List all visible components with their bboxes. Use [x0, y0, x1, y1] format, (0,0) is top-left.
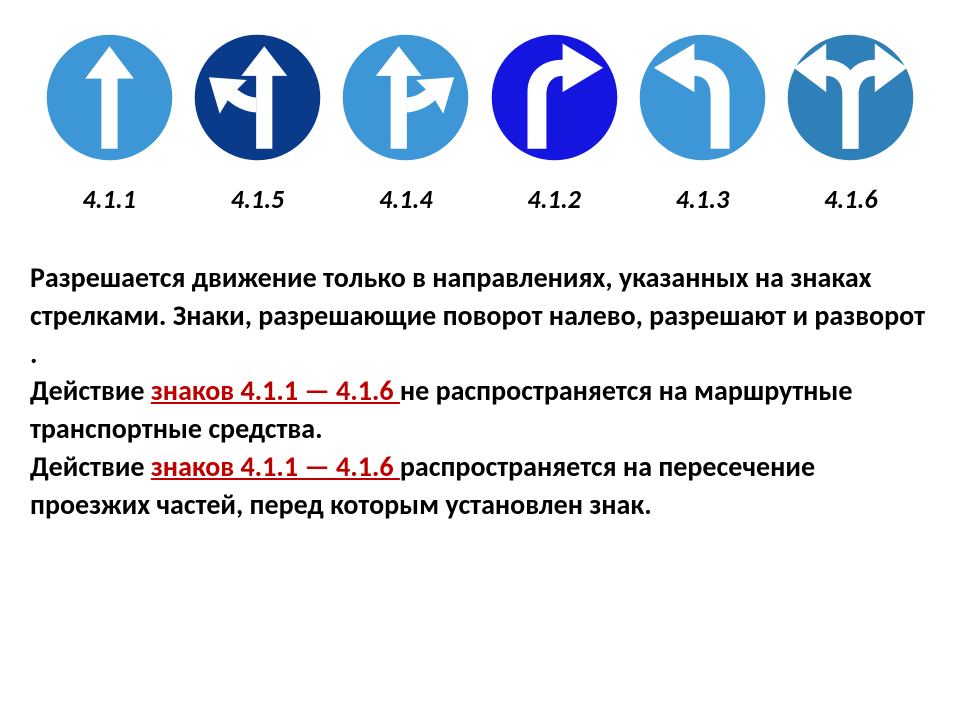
sign-4-1-3-label: 4.1.3 [635, 183, 770, 215]
sign-4-1-1-label: 4.1.1 [42, 183, 177, 215]
sign-4-1-4-icon [338, 30, 473, 165]
sign-4-1-6-icon [783, 30, 918, 165]
sign-4-1-2-icon [487, 30, 622, 165]
sign-4-1-4-label: 4.1.4 [338, 183, 473, 215]
paragraph-3-pre: Действие [30, 449, 151, 484]
labels-row: 4.1.1 4.1.5 4.1.4 4.1.2 4.1.3 4.1.6 [30, 183, 930, 215]
paragraph-1: Разрешается движение только в направлени… [30, 260, 925, 371]
sign-4-1-6-label: 4.1.6 [783, 183, 918, 215]
signs-row [30, 30, 930, 165]
sign-4-1-5-icon [190, 30, 325, 165]
sign-4-1-3-icon [635, 30, 770, 165]
description-text: Разрешается движение только в направлени… [30, 259, 930, 524]
sign-4-1-2-label: 4.1.2 [487, 183, 622, 215]
sign-4-1-5-label: 4.1.5 [190, 183, 325, 215]
link-signs-range-1: знаков 4.1.1 — 4.1.6 [151, 373, 400, 408]
sign-4-1-1-icon [42, 30, 177, 165]
link-signs-range-2: знаков 4.1.1 — 4.1.6 [151, 449, 400, 484]
paragraph-2-pre: Действие [30, 373, 151, 408]
